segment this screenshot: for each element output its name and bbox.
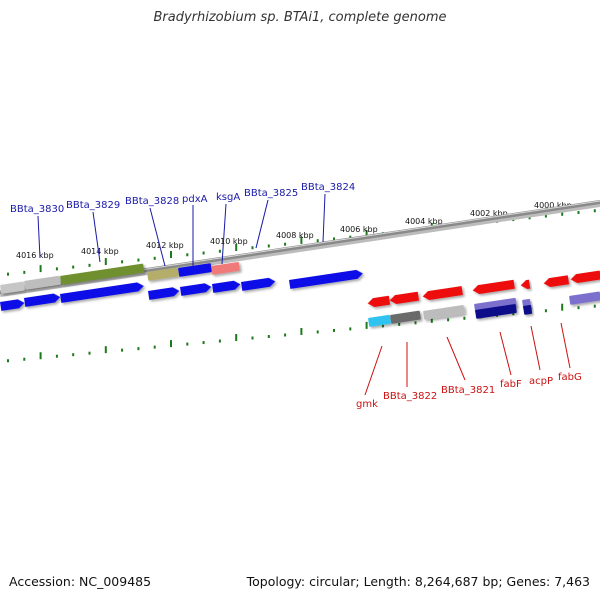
reverse-gene-label: acpP	[529, 376, 553, 387]
forward-gene-label: BBta_3824	[301, 182, 355, 193]
reverse-gene-label: gmk	[356, 399, 378, 410]
label-line	[560, 322, 571, 369]
reverse-gene-arrow	[367, 295, 391, 308]
label-line	[255, 199, 269, 249]
feature-bar	[178, 263, 212, 277]
forward-gene-arrow	[148, 287, 180, 300]
forward-gene-label: BBta_3829	[66, 200, 120, 211]
reverse-gene-arrow	[543, 275, 570, 288]
feature-bar	[523, 304, 533, 315]
reverse-gene-label: fabF	[500, 379, 522, 390]
forward-gene-arrow	[24, 293, 61, 307]
feature-bar	[0, 281, 25, 294]
label-line	[499, 331, 512, 376]
scale-label: 4012 kbp	[146, 241, 184, 250]
reverse-gene-arrow	[570, 270, 600, 284]
forward-gene-label: ksgA	[216, 192, 240, 203]
forward-gene-arrow	[241, 277, 276, 291]
feature-bar	[569, 291, 600, 305]
scale-label: 4004 kbp	[405, 217, 443, 226]
label-line	[322, 193, 326, 243]
scale-label: 4014 kbp	[81, 247, 119, 256]
label-line	[364, 345, 383, 396]
feature-bar	[147, 267, 179, 281]
feature-bar	[368, 314, 391, 327]
feature-bar	[390, 310, 421, 324]
forward-gene-label: BBta_3825	[244, 188, 298, 199]
label-line	[446, 336, 466, 381]
label-lines	[37, 193, 571, 396]
scale-label: 4000 kbp	[534, 201, 572, 210]
forward-gene-arrow	[60, 282, 144, 303]
label-line	[530, 325, 541, 371]
reverse-gene-label: fabG	[558, 372, 582, 383]
reverse-gene-arrow	[422, 286, 463, 301]
map-title: Bradyrhizobium sp. BTAi1, complete genom…	[153, 10, 447, 25]
scale-label: 4002 kbp	[470, 209, 508, 218]
label-line	[149, 207, 166, 267]
feature-bar	[60, 263, 145, 285]
forward-gene-arrow	[212, 280, 241, 293]
reverse-gene-label: BBta_3821	[441, 385, 495, 396]
feature-bar	[211, 261, 240, 275]
scale-label: 4008 kbp	[276, 231, 314, 240]
reverse-gene-arrow	[472, 279, 515, 295]
reverse-gene-label: BBta_3822	[383, 391, 437, 402]
forward-gene-label: pdxA	[182, 194, 208, 205]
gene-features	[0, 261, 600, 327]
accession-text: Accession: NC_009485	[9, 574, 152, 589]
forward-gene-label: BBta_3828	[125, 196, 179, 207]
forward-gene-arrow	[180, 283, 212, 296]
feature-bar	[423, 305, 465, 320]
label-line	[221, 203, 227, 265]
forward-gene-arrow	[0, 299, 25, 311]
scale-label: 4010 kbp	[210, 237, 248, 246]
scale-labels: 4016 kbp 4014 kbp 4012 kbp 4010 kbp 4008 kbp…	[16, 201, 572, 260]
label-line	[92, 211, 101, 263]
forward-gene-label: BBta_3830	[10, 204, 64, 215]
gene-labels: BBta_3830 BBta_3829 BBta_3828 pdxA ksgA BBta_…	[10, 182, 582, 410]
reverse-gene-arrow	[389, 291, 420, 305]
genome-summary: Topology: circular; Length: 8,264,687 bp…	[246, 574, 590, 589]
label-line	[37, 215, 41, 259]
reverse-gene-arrow	[520, 279, 531, 290]
scale-label: 4006 kbp	[340, 225, 378, 234]
forward-gene-arrow	[289, 269, 363, 289]
feature-bar	[24, 275, 61, 290]
feature-bar	[475, 304, 517, 319]
scale-label: 4016 kbp	[16, 251, 54, 260]
